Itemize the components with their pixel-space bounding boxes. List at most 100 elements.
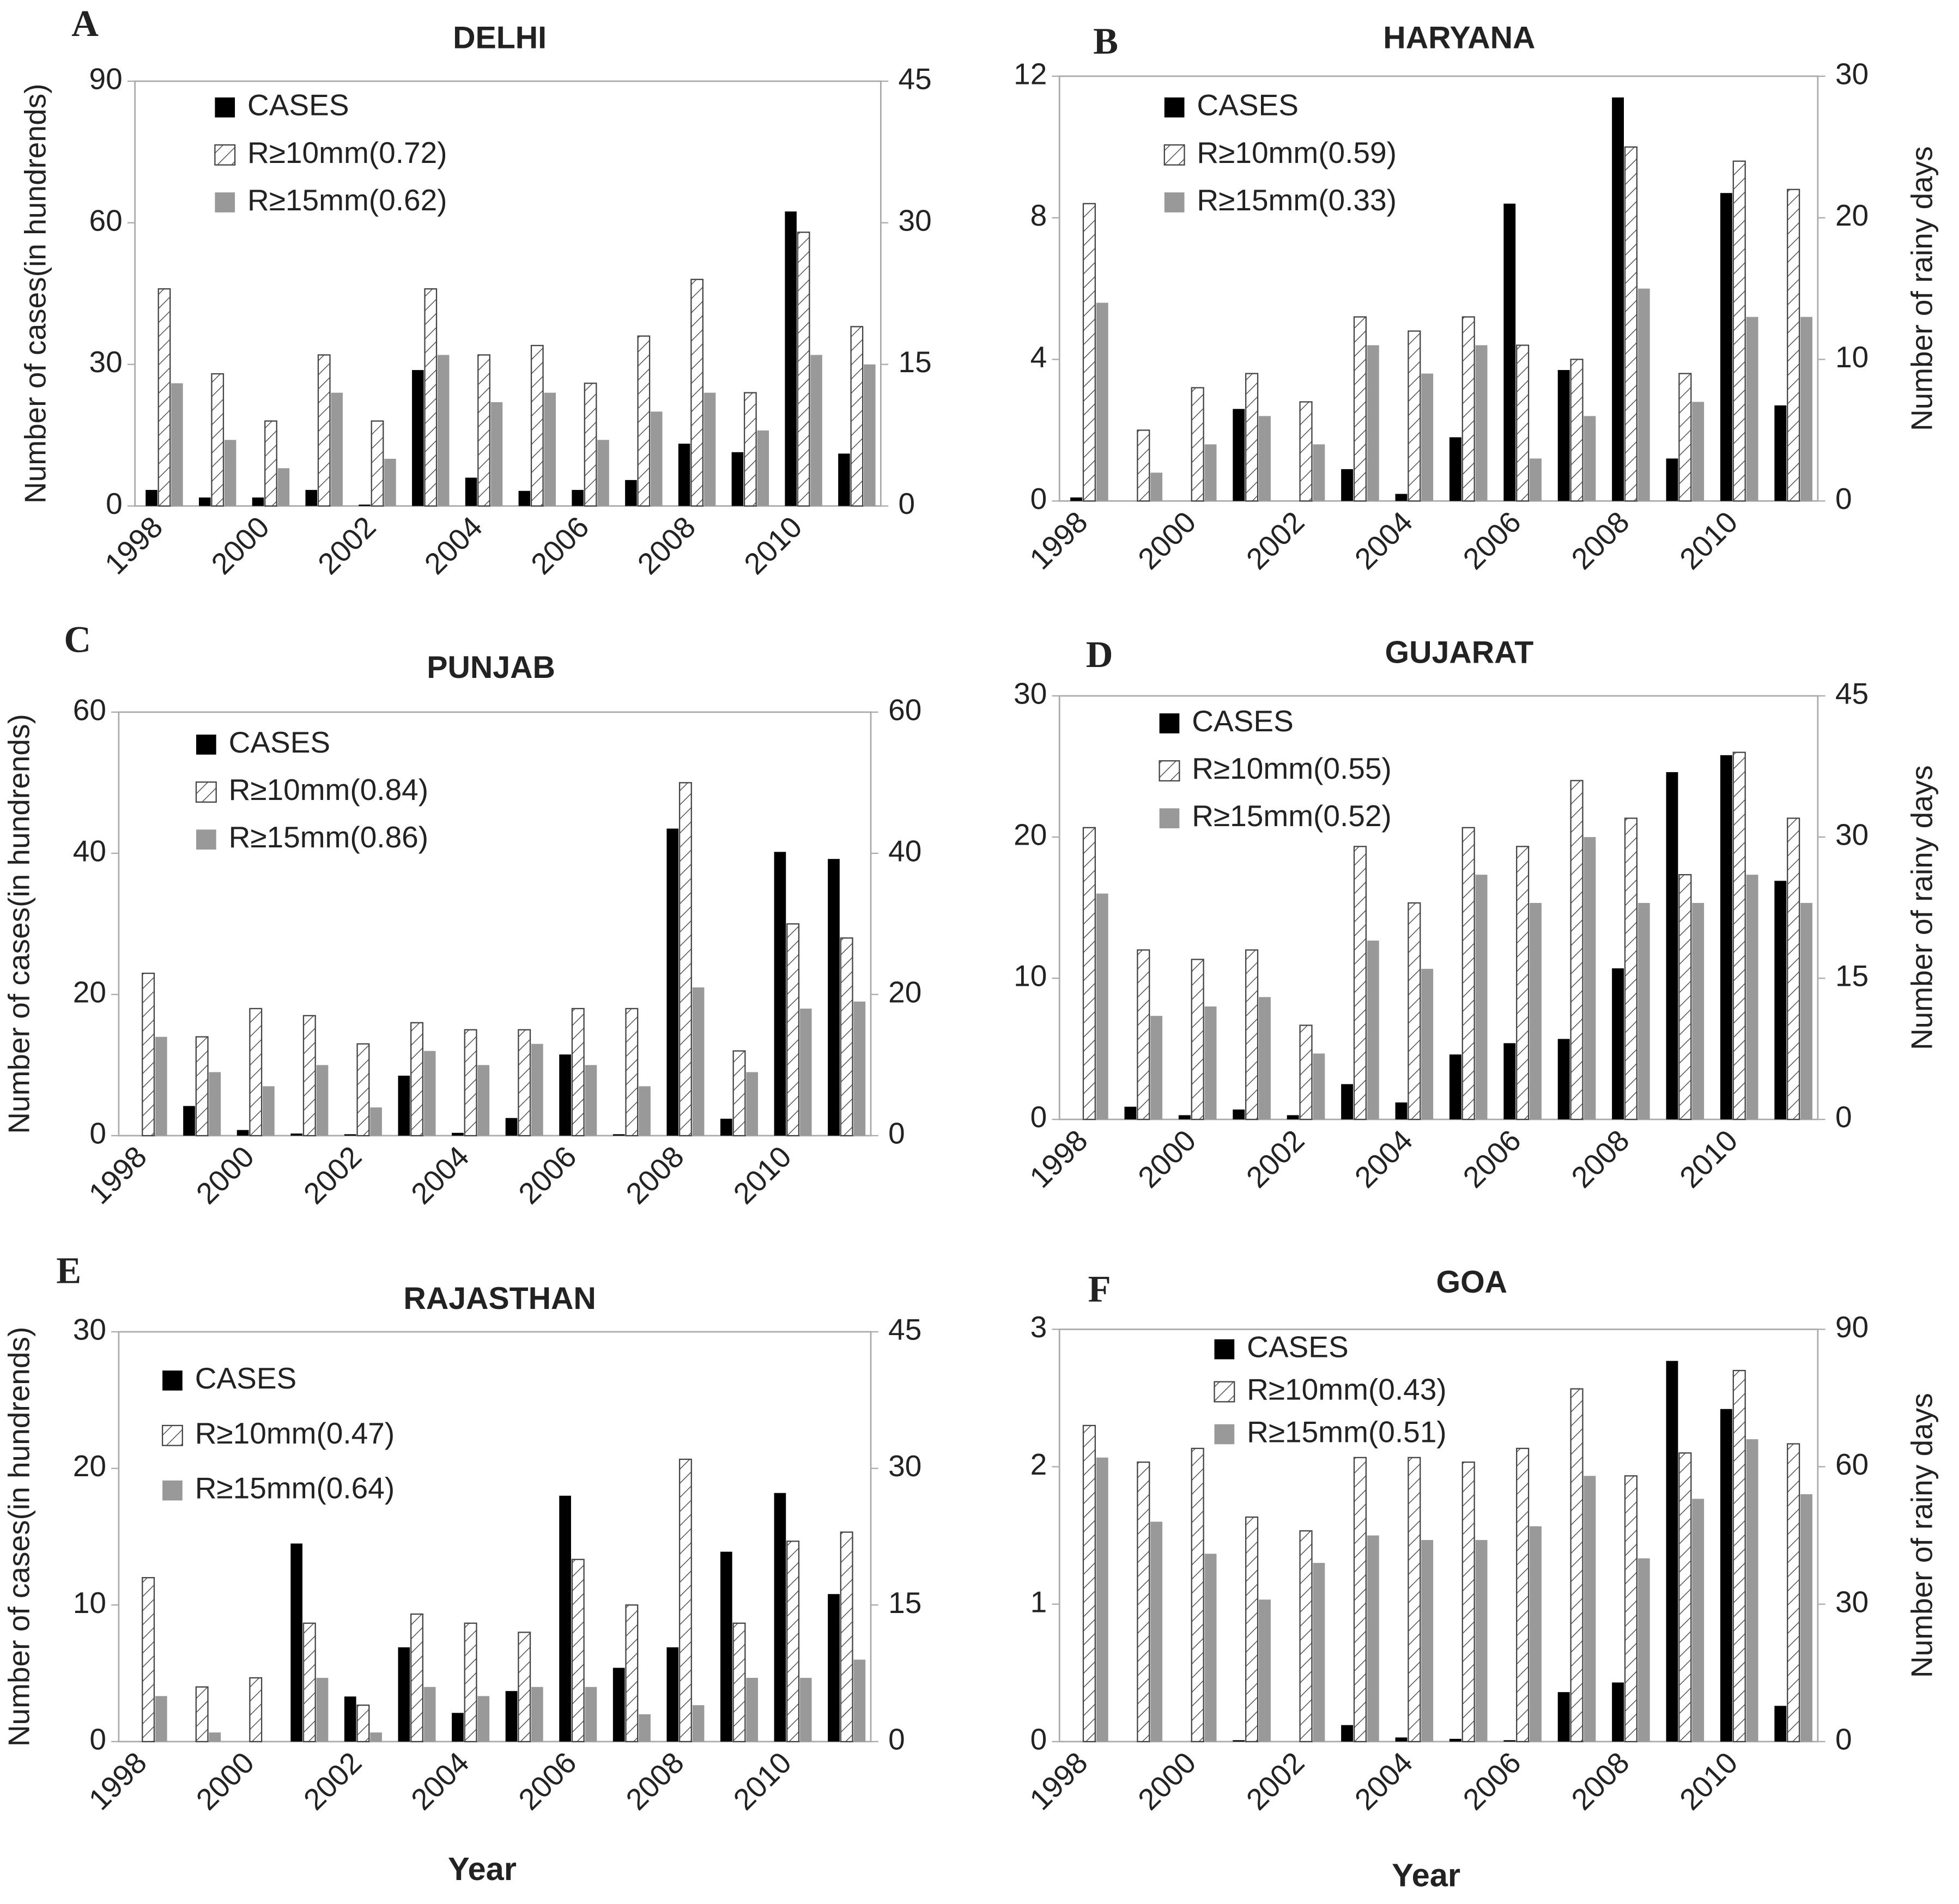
y-tick-label: 20: [73, 1449, 106, 1483]
panel-letter: E: [56, 1250, 81, 1291]
x-tick-label: 2004: [404, 1139, 475, 1210]
bar: [1178, 1115, 1191, 1120]
x-tick-label: 1998: [82, 1139, 153, 1210]
bar: [356, 1043, 370, 1137]
bar: [597, 440, 609, 506]
bar: [1259, 416, 1271, 501]
legend-label: R≥10mm(0.47): [195, 1416, 395, 1450]
bar: [1800, 1494, 1812, 1742]
bar: [785, 211, 797, 506]
legend-swatch: [196, 735, 216, 755]
bar: [410, 1022, 423, 1137]
bar: [477, 1065, 490, 1136]
legend-label: CASES: [247, 88, 349, 122]
bar: [331, 392, 343, 506]
y-tick-label: 2: [1030, 1447, 1047, 1481]
x-tick-label: 1998: [1023, 505, 1094, 575]
bar: [424, 288, 438, 507]
bar: [544, 392, 556, 506]
x-tick-label: 2008: [619, 1139, 690, 1210]
bar: [1137, 429, 1150, 502]
bar: [1191, 959, 1204, 1120]
bar: [1530, 902, 1542, 1120]
bar: [505, 1691, 518, 1742]
legend-label: CASES: [1247, 1330, 1349, 1364]
bar: [518, 490, 531, 506]
bar: [183, 1106, 195, 1136]
bar: [1570, 359, 1584, 502]
x-axis-label: Year: [448, 1851, 517, 1887]
x-tick-label: 2006: [1457, 505, 1527, 575]
plot-frame: [1058, 75, 1819, 502]
bar: [264, 420, 277, 507]
bar: [720, 1118, 732, 1136]
panel-letter: D: [1086, 634, 1113, 675]
x-tick-label: 2002: [297, 1745, 368, 1816]
bar: [1313, 1563, 1325, 1742]
y2-tick-label: 0: [888, 1722, 905, 1756]
y-tick-label: 1: [1030, 1585, 1047, 1618]
bar: [1341, 1084, 1353, 1120]
legend-label: R≥15mm(0.52): [1192, 799, 1392, 833]
bar: [370, 1732, 382, 1742]
bar: [692, 987, 705, 1136]
legend-swatch: [1214, 1424, 1235, 1445]
bar: [678, 782, 692, 1137]
x-tick-label: 2008: [631, 510, 702, 581]
y2-tick-label: 30: [888, 1449, 921, 1483]
y-tick-label: 0: [1030, 482, 1047, 516]
bar: [1516, 344, 1530, 502]
y-tick-label: 0: [89, 1722, 106, 1756]
x-tick-label: 2000: [190, 1745, 260, 1816]
x-tick-label: 2004: [1348, 1123, 1419, 1194]
bar: [490, 402, 503, 506]
bar: [1678, 874, 1692, 1120]
bar: [1720, 755, 1732, 1120]
bar: [1204, 1006, 1217, 1120]
bar: [157, 288, 171, 507]
bar: [1570, 1388, 1584, 1743]
y-tick-label: 0: [89, 1117, 106, 1150]
bar: [518, 1632, 531, 1743]
y2-tick-label: 20: [888, 975, 921, 1009]
y2-axis-label: Number of rainy days: [1905, 1393, 1938, 1678]
bar: [840, 937, 853, 1137]
bar: [1624, 817, 1638, 1120]
bar: [1070, 497, 1082, 501]
bar: [195, 1686, 209, 1743]
panel-letter: C: [64, 619, 91, 660]
bar: [666, 1647, 679, 1742]
x-tick-label: 2002: [1240, 1123, 1311, 1194]
bar: [1516, 846, 1530, 1120]
legend-label: CASES: [1192, 704, 1294, 738]
bar: [639, 1086, 651, 1136]
bar: [1584, 837, 1596, 1120]
legend-label: R≥15mm(0.51): [1247, 1415, 1447, 1448]
bar: [1124, 1106, 1137, 1120]
x-tick-label: 2004: [418, 510, 489, 581]
bar: [1787, 1443, 1800, 1743]
bar: [1637, 288, 1650, 501]
legend-swatch: [215, 192, 235, 213]
bar: [452, 1713, 464, 1742]
bar: [1299, 401, 1313, 502]
bar: [1408, 330, 1421, 502]
legend-swatch: [161, 1424, 183, 1446]
bar: [1624, 1475, 1638, 1743]
bar: [290, 1543, 303, 1742]
bar: [1096, 1457, 1108, 1742]
x-tick-label: 2010: [1673, 505, 1744, 575]
y2-tick-label: 45: [898, 62, 931, 96]
bar: [1666, 1361, 1678, 1742]
x-tick-label: 2002: [1240, 505, 1311, 575]
legend-swatch: [1159, 713, 1180, 733]
y2-tick-label: 45: [1835, 677, 1869, 711]
bar: [1191, 387, 1204, 502]
bar: [678, 444, 690, 506]
bar: [1475, 875, 1488, 1120]
legend-swatch: [1159, 808, 1180, 829]
plot-frame: [1058, 695, 1819, 1120]
bar: [1395, 494, 1408, 501]
bar: [1233, 1109, 1245, 1120]
legend-swatch: [214, 144, 236, 166]
